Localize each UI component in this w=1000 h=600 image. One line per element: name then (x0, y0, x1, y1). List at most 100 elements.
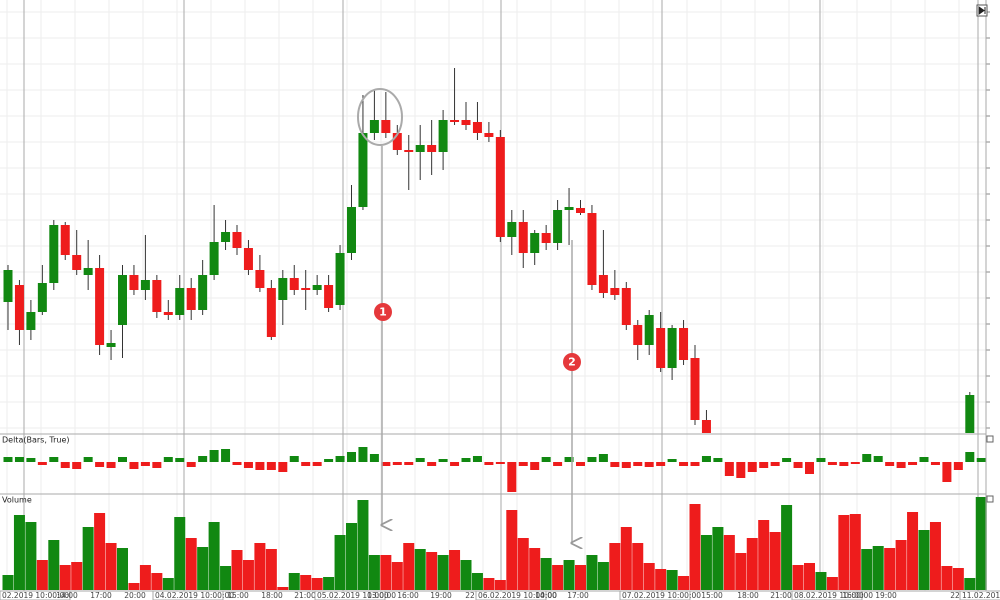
volume-bar (265, 549, 277, 590)
volume-bar (208, 522, 220, 590)
volume-bar (781, 505, 793, 590)
candle-body (26, 312, 36, 330)
volume-bar (311, 578, 323, 590)
delta-bar (713, 458, 723, 462)
delta-bar (472, 456, 482, 462)
delta-bar (656, 462, 666, 466)
candle-body (587, 213, 597, 285)
volume-bar (36, 560, 48, 590)
volume-bar (231, 550, 243, 590)
x-tick-label: 15:00 (701, 591, 723, 600)
x-tick-label: 02.2019 10:00:00 (2, 591, 69, 600)
volume-bar (666, 570, 678, 590)
candle-body (301, 288, 311, 290)
volume-bar (895, 540, 907, 590)
x-label-box (314, 590, 386, 600)
volume-bar (48, 540, 60, 590)
delta-bar (793, 462, 803, 468)
candle-body (415, 145, 425, 152)
candle-body (576, 208, 585, 213)
volume-bar (884, 548, 896, 590)
volume-bar (689, 504, 701, 590)
candle-body (152, 280, 162, 312)
volume-bar (254, 543, 266, 590)
delta-bar (690, 462, 700, 466)
volume-bar (437, 555, 449, 590)
delta-bar (530, 462, 540, 470)
candle-body (312, 285, 322, 290)
candle-body (129, 275, 139, 290)
delta-bar (140, 462, 150, 466)
volume-bar (197, 547, 209, 590)
delta-bar (896, 462, 906, 468)
candle-body (324, 285, 334, 308)
candle-body (232, 232, 242, 248)
delta-bar (518, 462, 528, 466)
delta-bar (759, 462, 769, 468)
delta-bar (106, 462, 116, 468)
delta-bar (976, 458, 986, 462)
close-panel-button[interactable] (986, 435, 994, 443)
delta-bar (953, 462, 963, 470)
candle-body (243, 248, 253, 270)
candle-body (450, 120, 460, 122)
delta-bar (404, 462, 414, 465)
candle-body (633, 325, 643, 345)
volume-bar (2, 575, 14, 590)
volume-bar (723, 535, 735, 590)
close-panel-button[interactable] (986, 495, 994, 503)
volume-bar (918, 530, 930, 590)
volume-bar (655, 569, 667, 590)
volume-bar (403, 543, 415, 590)
delta-bar (312, 462, 322, 466)
x-tick-label: 18:00 (737, 591, 759, 600)
volume-bar (449, 550, 461, 590)
x-tick-label: 17:00 (90, 591, 112, 600)
x-tick-label: 14:00 (535, 591, 557, 600)
delta-bar (862, 454, 872, 462)
delta-bar (72, 462, 82, 469)
candle-body (335, 253, 345, 305)
delta-bar (679, 462, 689, 466)
candle-body (289, 278, 299, 290)
delta-bar (335, 456, 345, 462)
volume-bar (368, 555, 380, 590)
candle-body (965, 395, 975, 433)
volume-bar (242, 560, 254, 590)
delta-bar (908, 462, 918, 465)
delta-bar (633, 462, 643, 466)
delta-bar (26, 458, 36, 462)
volume-title: Volume (2, 496, 32, 505)
candle-body (644, 315, 654, 345)
volume-bar (552, 565, 564, 590)
x-label-box (152, 590, 224, 600)
volume-bar (758, 520, 770, 590)
highlight-circle (357, 88, 403, 146)
delta-bar (942, 462, 952, 482)
delta-bar (347, 452, 356, 462)
volume-bar (563, 560, 575, 590)
candle-body (404, 150, 414, 152)
delta-bar (736, 462, 746, 478)
candle-body (621, 288, 631, 325)
delta-bar (507, 462, 517, 492)
volume-bar (59, 565, 71, 590)
annotation-number: 2 (568, 356, 576, 369)
volume-bar (929, 522, 941, 590)
volume-bar (300, 575, 312, 590)
x-label-box (475, 590, 547, 600)
candle-body (60, 225, 70, 255)
volume-bar (151, 573, 163, 590)
volume-bar (632, 543, 644, 590)
x-label-box (959, 590, 1000, 600)
delta-bar (118, 457, 127, 462)
volume-bar (391, 562, 403, 590)
delta-bar (450, 462, 460, 466)
volume-bar (174, 517, 186, 590)
delta-title: Delta(Bars, True) (2, 436, 70, 445)
delta-bar (255, 462, 265, 470)
candle-body (278, 278, 288, 300)
candle-body (530, 233, 540, 253)
delta-bar (221, 449, 231, 462)
